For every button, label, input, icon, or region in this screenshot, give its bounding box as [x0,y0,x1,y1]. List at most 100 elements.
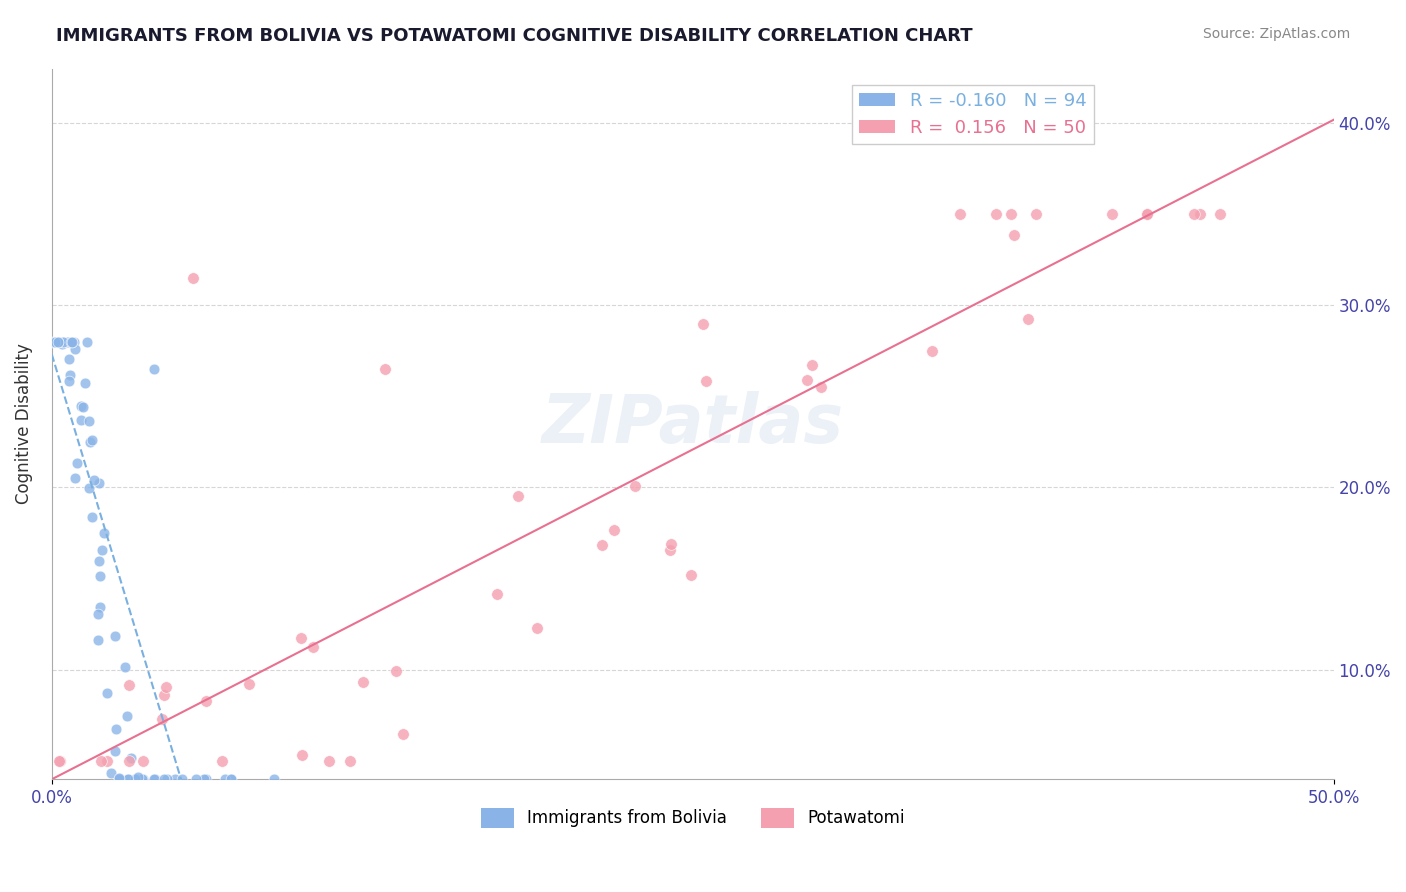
Point [132,772,155,786]
Point [77,482,100,496]
Point [49,334,72,349]
Point [796,374,818,388]
Point [114,660,136,674]
Point [153,688,176,702]
Point [810,380,832,394]
Point [195,772,218,786]
Point [526,621,548,635]
Point [1136,207,1159,221]
Point [46,334,69,349]
Point [89,599,111,614]
Point [89,569,111,583]
Point [143,772,166,786]
Point [52,334,75,349]
Point [1209,207,1232,221]
Point [221,772,243,786]
Point [60,336,83,351]
Point [104,722,127,736]
Point [59,368,82,383]
Point [290,632,312,646]
Point [73,376,96,390]
Point [45,334,67,349]
Point [156,772,179,786]
Point [49,754,72,768]
Point [124,772,146,786]
Point [42,334,65,349]
Point [51,334,73,349]
Point [63,342,86,356]
Y-axis label: Cognitive Disability: Cognitive Disability [15,343,32,504]
Point [391,726,413,740]
Point [44,334,66,349]
Point [52,334,75,349]
Point [44,334,66,349]
Point [681,567,703,582]
Text: ZIPatlas: ZIPatlas [541,391,844,457]
Point [291,748,314,763]
Point [1189,207,1212,221]
Point [53,334,76,349]
Point [44,334,66,349]
Point [79,414,101,428]
Point [238,677,260,691]
Point [108,772,131,786]
Point [117,708,139,723]
Point [51,334,73,349]
Point [184,772,207,786]
Point [374,362,396,376]
Point [211,754,233,768]
Point [339,754,361,768]
Point [127,770,149,784]
Point [152,772,174,786]
Point [79,435,101,450]
Point [46,334,69,349]
Point [51,334,73,349]
Point [193,772,215,786]
Point [104,629,127,643]
Point [194,694,217,708]
Text: IMMIGRANTS FROM BOLIVIA VS POTAWATOMI COGNITIVE DISABILITY CORRELATION CHART: IMMIGRANTS FROM BOLIVIA VS POTAWATOMI CO… [56,27,973,45]
Point [591,538,613,552]
Point [49,334,72,349]
Point [56,334,79,349]
Point [181,271,204,285]
Point [385,664,408,678]
Point [76,334,98,349]
Point [302,640,325,654]
Point [66,456,89,470]
Point [83,473,105,487]
Point [214,772,236,786]
Point [60,334,83,349]
Point [118,754,141,768]
Point [56,334,79,349]
Point [163,772,186,786]
Point [352,674,374,689]
Point [131,772,153,786]
Point [1182,207,1205,221]
Point [58,351,80,366]
Point [695,375,717,389]
Point [42,334,65,349]
Point [100,765,122,780]
Point [117,772,139,786]
Point [155,680,177,694]
Point [117,772,139,786]
Point [603,523,626,537]
Point [96,686,118,700]
Point [949,207,972,221]
Point [42,334,65,349]
Text: Source: ZipAtlas.com: Source: ZipAtlas.com [1202,27,1350,41]
Point [69,399,91,413]
Point [70,413,93,427]
Point [45,334,67,349]
Point [984,207,1007,221]
Point [485,587,508,601]
Point [318,754,340,768]
Point [48,754,70,768]
Point [801,358,824,372]
Point [48,334,70,349]
Point [508,489,530,503]
Point [623,479,645,493]
Point [45,334,67,349]
Point [90,542,112,557]
